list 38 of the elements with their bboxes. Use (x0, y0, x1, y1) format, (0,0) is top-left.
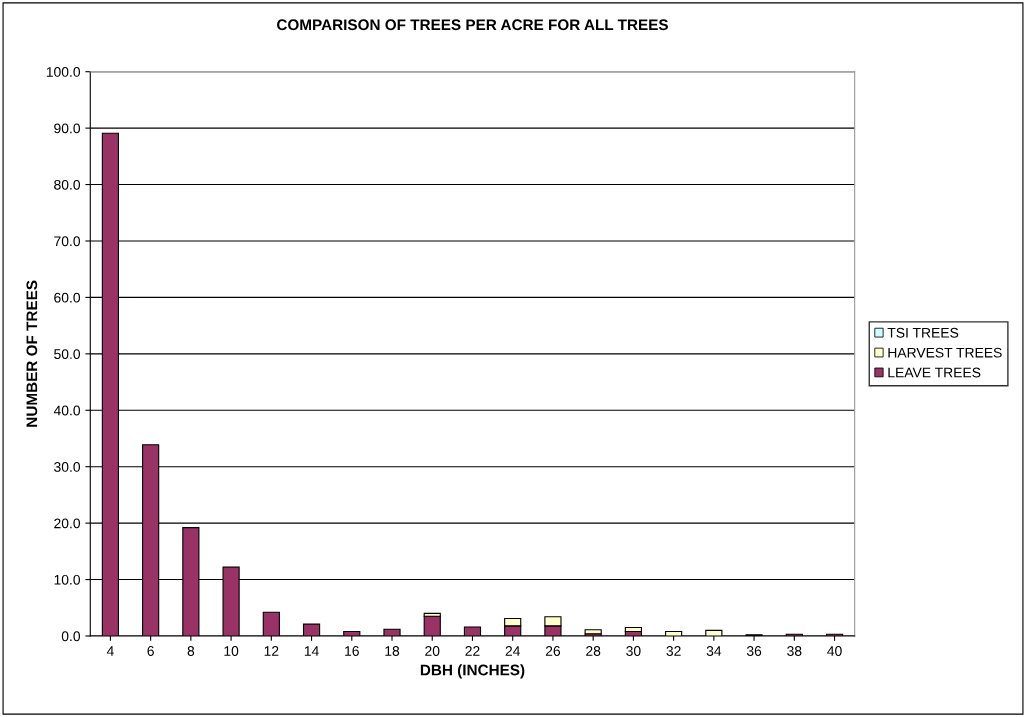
legend-label: LEAVE TREES (888, 367, 981, 378)
x-tick-label: 4 (106, 646, 114, 656)
y-axis-title: NUMBER OF TREES (26, 280, 38, 427)
x-tick-label: 40 (827, 646, 842, 656)
legend-label: TSI TREES (887, 327, 959, 338)
x-tick-label: 26 (545, 646, 561, 656)
x-tick-label: 24 (505, 646, 521, 656)
x-tick-label: 38 (787, 646, 802, 656)
legend-label: HARVEST TREES (888, 347, 1002, 358)
y-tick-label: 40.0 (53, 405, 81, 416)
y-tick-label: 20.0 (54, 518, 81, 529)
x-tick-label: 34 (706, 646, 722, 656)
x-tick-label: 16 (345, 646, 359, 656)
x-tick-label: 8 (187, 646, 195, 656)
y-tick-label: 10.0 (54, 574, 81, 585)
bar (584, 629, 602, 635)
y-tick-label: 80.0 (54, 179, 81, 190)
x-tick-label: 32 (666, 646, 681, 656)
x-tick-label: 12 (264, 646, 279, 656)
x-tick-label: 10 (224, 646, 239, 656)
x-tick-label: 20 (425, 646, 440, 656)
x-tick-label: 14 (304, 646, 319, 656)
y-tick-label: 90.0 (54, 123, 81, 134)
y-tick-label: 50.0 (54, 349, 81, 360)
y-tick-label: 60.0 (54, 292, 81, 303)
y-tick-label: 30.0 (54, 462, 81, 472)
x-tick-label: 36 (746, 646, 762, 656)
x-tick-label: 28 (586, 646, 601, 656)
x-tick-label: 22 (465, 646, 480, 656)
chart-title: COMPARISON OF TREES PER ACRE FOR ALL TREES (277, 19, 668, 31)
bar (624, 626, 642, 633)
x-tick-label: 6 (147, 646, 154, 656)
x-tick-label: 18 (385, 646, 400, 656)
x-axis-title: DBH (INCHES) (420, 664, 525, 679)
y-tick-label: 70.0 (54, 236, 81, 247)
x-tick-label: 30 (626, 646, 641, 656)
y-tick-label: 0.0 (61, 631, 81, 642)
y-tick-label: 100.0 (46, 67, 81, 77)
